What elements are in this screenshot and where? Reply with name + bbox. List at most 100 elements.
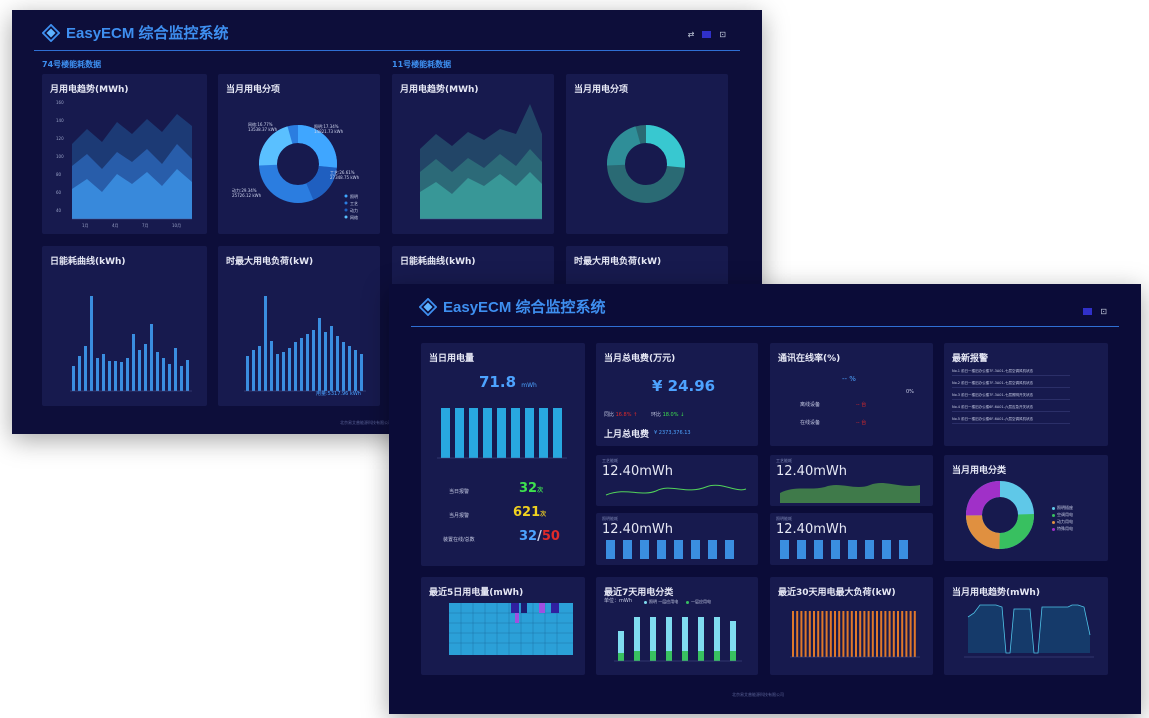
heatmap-chart <box>449 603 573 655</box>
online-rate-value: -- % <box>842 375 856 383</box>
bar-chart <box>437 408 567 459</box>
svg-text:动力:29.34%: 动力:29.34% <box>232 187 257 193</box>
back-monthly-trend-card-11: 月用电趋势(MWh) <box>392 74 554 234</box>
bar-chart <box>70 296 192 392</box>
stacked-bar-chart <box>614 617 742 662</box>
bar <box>905 611 908 657</box>
back-split-card-11: 当月用电分项 <box>566 74 728 234</box>
bar <box>884 611 887 657</box>
device-online-count: 32/50 <box>519 529 560 544</box>
bar <box>859 611 862 657</box>
card-title: 当月用电分类 <box>952 466 1007 476</box>
bar <box>846 611 849 657</box>
alarm-item[interactable]: No.1 前日一楼旧办公楼7F-3A01-七层空调风机状态 <box>952 369 1070 376</box>
bar <box>913 611 916 657</box>
bar <box>825 611 828 657</box>
bar <box>863 611 866 657</box>
card-title: 最新报警 <box>952 354 989 364</box>
back-split-card-74: 当月用电分项 照明:17.34% 14821.73 kWh 工艺:26.61% 27… <box>218 74 380 234</box>
legend-item: 特殊用电 <box>1052 526 1073 532</box>
card-title: 月用电趋势(MWh) <box>50 85 129 95</box>
bar <box>792 611 794 657</box>
svg-text:网络:16.77%: 网络:16.77% <box>248 121 273 127</box>
svg-text:27348.75 kWh: 27348.75 kWh <box>330 175 360 180</box>
area-chart <box>420 104 542 220</box>
mini-label: 照明能耗 <box>776 516 792 521</box>
card-title: 最近30天用电最大负荷(kW) <box>778 588 896 598</box>
card-title: 当月用电趋势(mWh) <box>952 588 1040 598</box>
stat-label: 装置在线/总数 <box>443 537 475 543</box>
last7-card: 最近7天用电分类 单位：mWh 照明 一层应用电 一层应用电 <box>596 577 758 675</box>
svg-text:120: 120 <box>56 136 64 141</box>
card-title: 当月用电分项 <box>226 85 281 95</box>
exit-icon[interactable]: ⊡ <box>719 30 726 39</box>
front-logo: EasyECM 综合监控系统 <box>419 296 606 317</box>
last30-card: 最近30天用电最大负荷(kW) <box>770 577 933 675</box>
screen-icon[interactable] <box>1083 308 1093 315</box>
mini-value: 12.40mWh <box>776 464 847 479</box>
mini-energy-card: 照明能耗 12.40mWh <box>770 513 933 565</box>
bar <box>813 611 815 657</box>
back-footer: 北京易艾普能源科技有限公司 <box>340 420 392 425</box>
stat-label: 当日报警 <box>449 489 470 495</box>
stat-label: 当月报警 <box>449 513 470 519</box>
bar-chart <box>244 296 366 392</box>
bar <box>817 611 820 657</box>
bar <box>834 611 836 657</box>
back-header-icons: ⇄ ⊡ <box>688 30 726 39</box>
card-title: 当日用电量 <box>429 354 475 364</box>
svg-text:14821.73 kWh: 14821.73 kWh <box>314 129 344 134</box>
header-divider <box>34 50 740 51</box>
legend-item: 空调用电 <box>1052 512 1073 518</box>
card-title: 当月总电费(万元) <box>604 354 676 364</box>
alarm-item[interactable]: No.5 前日一楼旧办公楼6F-6A01-六层空调风机状态 <box>952 417 1070 424</box>
bar <box>909 611 912 657</box>
bar <box>892 611 895 657</box>
svg-text:动力: 动力 <box>350 207 358 213</box>
bar <box>796 611 799 657</box>
alarm-item[interactable]: No.3 前日一楼旧办公楼7F-3A01-七层照明开关状态 <box>952 393 1070 400</box>
donut-chart <box>607 125 685 203</box>
bar <box>901 611 904 657</box>
bar <box>838 611 841 657</box>
bar <box>888 611 891 657</box>
exit-icon[interactable]: ⊡ <box>1100 307 1107 316</box>
bar <box>876 611 878 657</box>
svg-text:80: 80 <box>56 172 62 177</box>
card-title: 月用电趋势(MWh) <box>400 85 479 95</box>
screen-icon[interactable] <box>702 31 712 38</box>
svg-text:25726.12 kWh: 25726.12 kWh <box>232 193 262 198</box>
monthly-fee-card: 当月总电费(万元) ¥ 24.96 同比 16.8% ↑ 环比 18.0% ↓ … <box>596 343 758 446</box>
yoy-label: 同比 16.8% ↑ <box>604 412 638 418</box>
unit-label: 单位：mWh <box>604 598 632 604</box>
back-monthly-trend-card-74: 月用电趋势(MWh) 160 140 120 100 80 60 40 1月 4月 7月 10月 <box>42 74 207 234</box>
brand-title: EasyECM 综合监控系统 <box>66 25 229 42</box>
svg-text:13538.37 kWh: 13538.37 kWh <box>248 127 278 132</box>
bar <box>821 611 824 657</box>
mini-value: 12.40mWh <box>602 522 673 537</box>
bar <box>804 611 807 657</box>
monthly-alarm-count: 621次 <box>513 505 547 520</box>
monthly-fee-value: ¥ 24.96 <box>652 377 716 395</box>
svg-text:140: 140 <box>56 118 64 123</box>
offline-label: 离线设备 <box>800 402 821 408</box>
area-line-chart <box>964 604 1094 658</box>
alarm-item[interactable]: No.4 前日一楼旧办公楼6F-6A01-六层应急开关状态 <box>952 405 1070 412</box>
diamond-logo-icon <box>42 23 60 42</box>
front-dashboard-window: EasyECM 综合监控系统 ⊡ 当日用电量 71.8 mWh 当日报警 32次… <box>389 284 1141 714</box>
swap-icon[interactable]: ⇄ <box>687 30 695 39</box>
back-logo: EasyECM 综合监控系统 <box>42 22 229 43</box>
mini-energy-card: 工艺能耗 12.40mWh <box>596 455 758 506</box>
svg-text:照明:17.34%: 照明:17.34% <box>314 124 339 129</box>
mini-value: 12.40mWh <box>602 464 673 479</box>
header-divider <box>411 326 1119 327</box>
section-title-74: 74号楼能耗数据 <box>42 60 102 69</box>
front-footer: 北京易艾普能源科技有限公司 <box>732 692 784 697</box>
alarm-item[interactable]: No.2 前日一楼旧办公楼7F-3A01-七层空调风机状态 <box>952 381 1070 388</box>
front-header-icons: ⊡ <box>1083 307 1107 316</box>
bar <box>829 611 832 657</box>
today-power-card: 当日用电量 71.8 mWh 当日报警 32次 当月报警 621次 装置在线/总… <box>421 343 585 566</box>
svg-text:1月: 1月 <box>82 223 89 228</box>
card-title: 最近7天用电分类 <box>604 588 674 598</box>
brand-title: EasyECM 综合监控系统 <box>443 299 606 316</box>
